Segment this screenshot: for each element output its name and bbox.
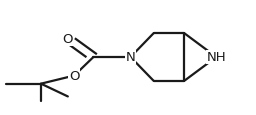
Text: N: N <box>126 51 135 64</box>
Text: O: O <box>62 33 73 46</box>
Text: O: O <box>69 69 80 82</box>
Text: NH: NH <box>207 51 226 64</box>
